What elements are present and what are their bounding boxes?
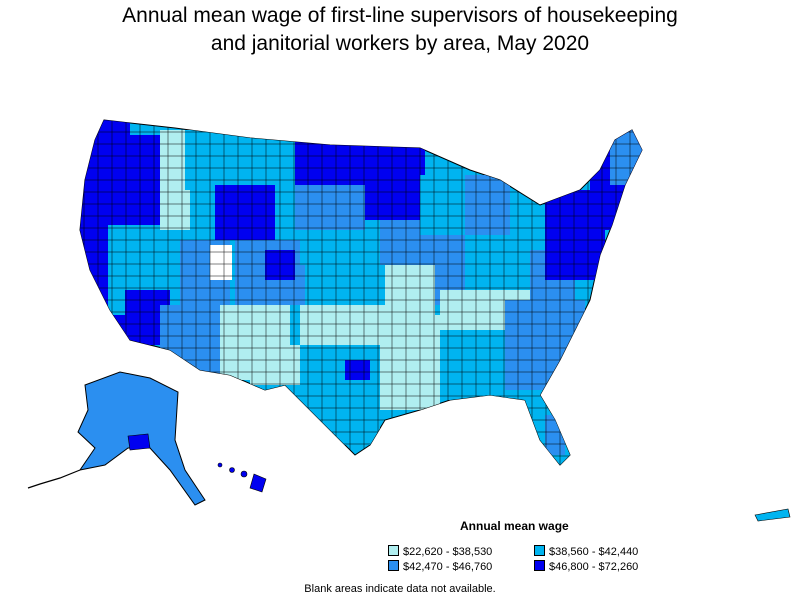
map-title: Annual mean wage of first-line superviso… bbox=[0, 2, 800, 58]
legend-label-4: $46,800 - $72,260 bbox=[549, 561, 639, 573]
legend-swatch-4 bbox=[534, 560, 545, 571]
hawaii-island-2 bbox=[229, 467, 235, 473]
hawaii-island-1 bbox=[217, 462, 223, 468]
hawaii-island-big bbox=[249, 473, 267, 493]
alaska-metro bbox=[127, 433, 151, 451]
legend-label-1: $22,620 - $38,530 bbox=[403, 546, 493, 558]
legend-title: Annual mean wage bbox=[460, 519, 569, 533]
legend-swatch-3 bbox=[388, 560, 399, 571]
legend-item-2: $38,560 - $42,440 bbox=[534, 545, 638, 559]
hawaii-island-3 bbox=[240, 470, 248, 478]
legend-swatch-2 bbox=[534, 545, 545, 556]
legend-item-3: $42,470 - $46,760 bbox=[388, 560, 492, 574]
legend-item-4: $46,800 - $72,260 bbox=[534, 560, 638, 574]
puerto-rico bbox=[754, 508, 791, 522]
title-line-2: and janitorial workers by area, May 2020 bbox=[210, 32, 590, 55]
title-line-1: Annual mean wage of first-line superviso… bbox=[122, 4, 678, 27]
puerto-rico-outline bbox=[754, 508, 791, 522]
legend-label-2: $38,560 - $42,440 bbox=[549, 546, 639, 558]
footnote: Blank areas indicate data not available. bbox=[304, 583, 496, 595]
alaska-aleutians bbox=[27, 469, 81, 489]
legend-swatch-1 bbox=[388, 545, 399, 556]
legend-label-3: $42,470 - $46,760 bbox=[403, 561, 493, 573]
hawaii bbox=[217, 462, 267, 493]
legend-item-1: $22,620 - $38,530 bbox=[388, 545, 492, 559]
alaska bbox=[27, 371, 206, 506]
